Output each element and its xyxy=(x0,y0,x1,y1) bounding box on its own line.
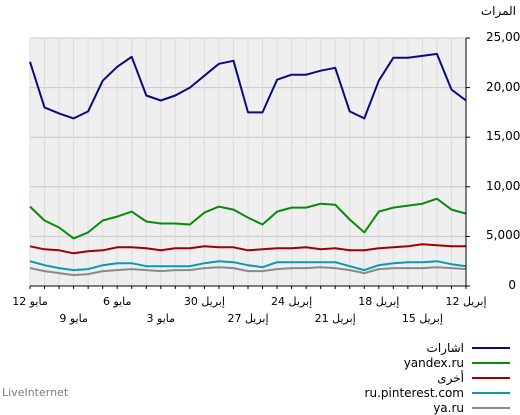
series-line xyxy=(29,243,466,255)
series-line xyxy=(29,52,467,120)
legend-swatch xyxy=(472,406,510,409)
legend-swatch xyxy=(472,346,510,349)
y-tick-label: 5,000 xyxy=(486,228,520,243)
legend-item: ru.pinterest.com xyxy=(365,385,520,400)
x-tick-label: 3 مايو xyxy=(147,312,176,325)
series-line xyxy=(29,260,467,272)
legend-label: اشارات xyxy=(426,340,464,355)
legend-item: yandex.ru xyxy=(365,355,520,370)
x-tick-label: 9 مايو xyxy=(59,312,88,325)
y-tick-label: 0 xyxy=(508,278,516,292)
series-lines xyxy=(29,52,467,277)
legend-item: ya.ru xyxy=(365,400,520,415)
x-tick-label: 12 إبريل xyxy=(445,295,486,308)
y-axis-title: المرات xyxy=(480,4,516,18)
x-tick-label: 21 إبريل xyxy=(315,312,356,325)
x-tick-label: 27 إبريل xyxy=(227,312,268,325)
legend-swatch xyxy=(472,376,510,379)
x-tick-label: 12 مايو xyxy=(12,295,48,308)
legend-item: أخرى xyxy=(365,370,520,385)
x-tick-label: 30 إبريل xyxy=(184,295,225,308)
x-tick-label: 15 إبريل xyxy=(402,312,443,325)
legend: اشارات yandex.ru أخرى ru.pinterest.com y… xyxy=(365,340,520,415)
y-tick-label: 10,000 xyxy=(486,178,520,193)
series-line xyxy=(29,197,467,240)
legend-label: yandex.ru xyxy=(403,355,464,370)
y-tick-label: 20,000 xyxy=(486,79,520,94)
legend-swatch xyxy=(472,391,510,394)
legend-label: ya.ru xyxy=(433,400,464,415)
y-tick-label: 15,000 xyxy=(486,129,520,144)
x-tick-label: 24 إبريل xyxy=(271,295,312,308)
y-tick-label: 25,000 xyxy=(486,30,520,44)
legend-label: ru.pinterest.com xyxy=(364,385,464,400)
series-line xyxy=(29,266,467,277)
footer-brand: LiveInternet xyxy=(2,386,69,399)
legend-swatch xyxy=(472,361,510,364)
x-tick-label: 6 مايو xyxy=(103,295,132,308)
legend-label: أخرى xyxy=(437,370,464,385)
legend-item: اشارات xyxy=(365,340,520,355)
x-tick-label: 18 إبريل xyxy=(358,295,399,308)
axes xyxy=(29,37,470,289)
